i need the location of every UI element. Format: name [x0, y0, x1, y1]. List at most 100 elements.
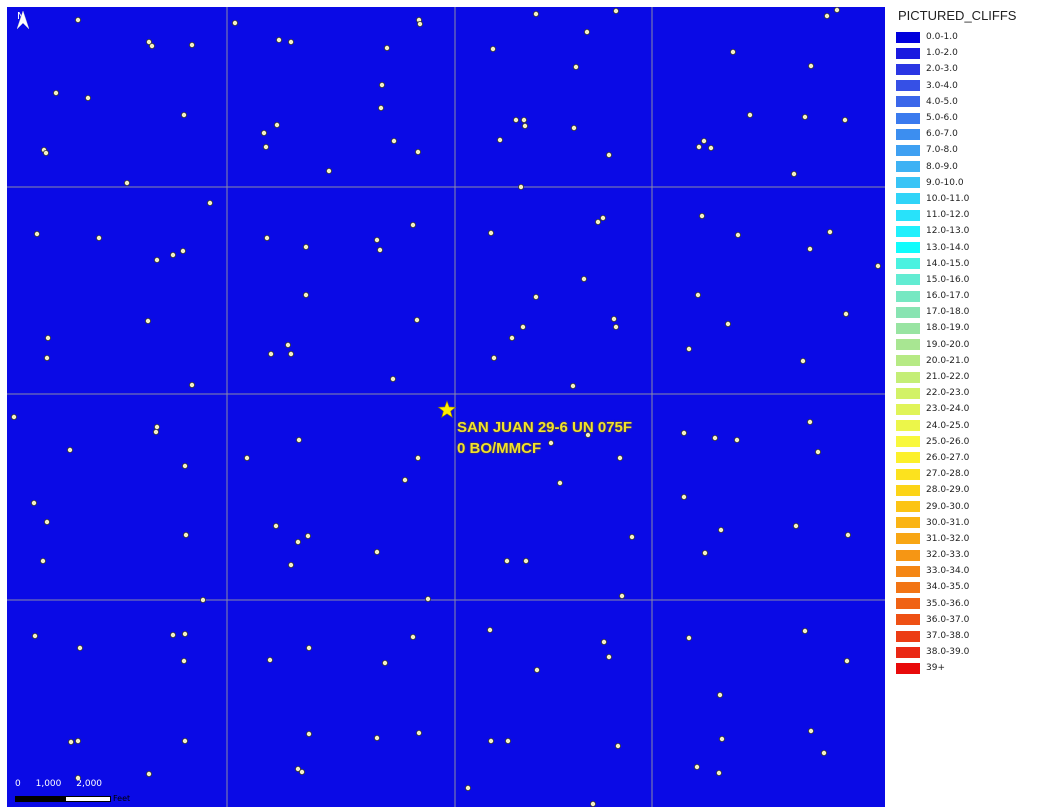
well-marker[interactable] [414, 148, 421, 155]
well-marker[interactable] [694, 764, 701, 771]
well-marker[interactable] [613, 8, 620, 14]
well-marker[interactable] [53, 90, 60, 97]
well-marker[interactable] [287, 39, 294, 46]
well-marker[interactable] [181, 631, 188, 638]
well-marker[interactable] [512, 117, 519, 124]
well-marker[interactable] [686, 345, 693, 352]
well-marker[interactable] [808, 728, 815, 735]
well-marker[interactable] [606, 151, 613, 158]
well-marker[interactable] [145, 771, 152, 778]
well-marker[interactable] [260, 130, 267, 137]
well-marker[interactable] [464, 785, 471, 792]
well-marker[interactable] [503, 558, 510, 565]
well-marker[interactable] [490, 354, 497, 361]
well-marker[interactable] [585, 431, 592, 438]
well-marker[interactable] [67, 446, 74, 453]
well-marker[interactable] [295, 436, 302, 443]
well-marker[interactable] [802, 114, 809, 121]
well-marker[interactable] [424, 596, 431, 603]
well-marker[interactable] [533, 293, 540, 300]
well-marker[interactable] [508, 334, 515, 341]
well-marker[interactable] [725, 320, 732, 327]
well-marker[interactable] [180, 112, 187, 119]
well-marker[interactable] [409, 221, 416, 228]
well-marker[interactable] [373, 549, 380, 556]
well-marker[interactable] [487, 229, 494, 236]
well-marker[interactable] [601, 639, 608, 646]
well-marker[interactable] [11, 413, 17, 420]
well-marker[interactable] [267, 350, 274, 357]
well-marker[interactable] [701, 137, 708, 144]
well-marker[interactable] [615, 743, 622, 750]
well-marker[interactable] [68, 739, 75, 746]
well-marker[interactable] [294, 539, 301, 546]
well-marker[interactable] [570, 382, 577, 389]
well-marker[interactable] [686, 635, 693, 642]
well-marker[interactable] [298, 769, 305, 776]
well-marker[interactable] [845, 532, 852, 539]
well-marker[interactable] [629, 534, 636, 541]
well-marker[interactable] [45, 334, 52, 341]
well-marker[interactable] [272, 523, 279, 530]
well-marker[interactable] [390, 137, 397, 144]
well-marker[interactable] [807, 418, 814, 425]
well-marker[interactable] [719, 736, 726, 743]
well-marker[interactable] [266, 657, 273, 664]
well-marker[interactable] [415, 730, 422, 737]
well-marker[interactable] [834, 7, 841, 13]
well-marker[interactable] [718, 527, 725, 534]
well-marker[interactable] [517, 183, 524, 190]
well-marker[interactable] [489, 46, 496, 53]
well-marker[interactable] [487, 738, 494, 745]
well-marker[interactable] [144, 317, 151, 324]
well-marker[interactable] [520, 323, 527, 330]
well-marker[interactable] [96, 234, 103, 241]
well-marker[interactable] [521, 117, 528, 124]
well-marker[interactable] [75, 738, 82, 745]
well-marker[interactable] [802, 628, 809, 635]
well-marker[interactable] [496, 136, 503, 143]
well-marker[interactable] [148, 43, 155, 50]
well-marker[interactable] [302, 243, 309, 250]
well-marker[interactable] [581, 275, 588, 282]
well-marker[interactable] [376, 246, 383, 253]
well-marker[interactable] [600, 214, 607, 221]
well-marker[interactable] [294, 766, 301, 773]
well-marker[interactable] [381, 660, 388, 667]
well-marker[interactable] [181, 462, 188, 469]
well-marker[interactable] [695, 291, 702, 298]
well-marker[interactable] [696, 143, 703, 150]
well-marker[interactable] [30, 499, 37, 506]
well-marker[interactable] [43, 149, 50, 156]
well-marker[interactable] [808, 63, 815, 70]
well-marker[interactable] [590, 801, 596, 807]
well-marker[interactable] [304, 533, 311, 540]
well-marker[interactable] [378, 82, 385, 89]
well-marker[interactable] [619, 593, 626, 600]
well-marker[interactable] [206, 199, 213, 206]
well-marker[interactable] [152, 428, 159, 435]
well-marker[interactable] [287, 350, 294, 357]
well-marker[interactable] [377, 105, 384, 112]
well-marker[interactable] [44, 354, 51, 361]
well-marker[interactable] [180, 658, 187, 665]
well-marker[interactable] [617, 454, 624, 461]
well-marker[interactable] [199, 597, 206, 604]
selected-well-star-icon[interactable] [437, 400, 457, 418]
well-marker[interactable] [302, 291, 309, 298]
well-marker[interactable] [681, 493, 688, 500]
well-marker[interactable] [613, 323, 620, 330]
well-marker[interactable] [702, 550, 709, 557]
well-marker[interactable] [231, 19, 238, 26]
well-marker[interactable] [275, 36, 282, 43]
well-marker[interactable] [33, 230, 40, 237]
well-marker[interactable] [606, 654, 613, 661]
well-marker[interactable] [522, 123, 529, 130]
well-marker[interactable] [717, 692, 724, 699]
well-marker[interactable] [800, 357, 807, 364]
well-marker[interactable] [389, 375, 396, 382]
well-marker[interactable] [875, 262, 882, 269]
well-marker[interactable] [611, 315, 618, 322]
well-marker[interactable] [401, 476, 408, 483]
well-marker[interactable] [188, 381, 195, 388]
